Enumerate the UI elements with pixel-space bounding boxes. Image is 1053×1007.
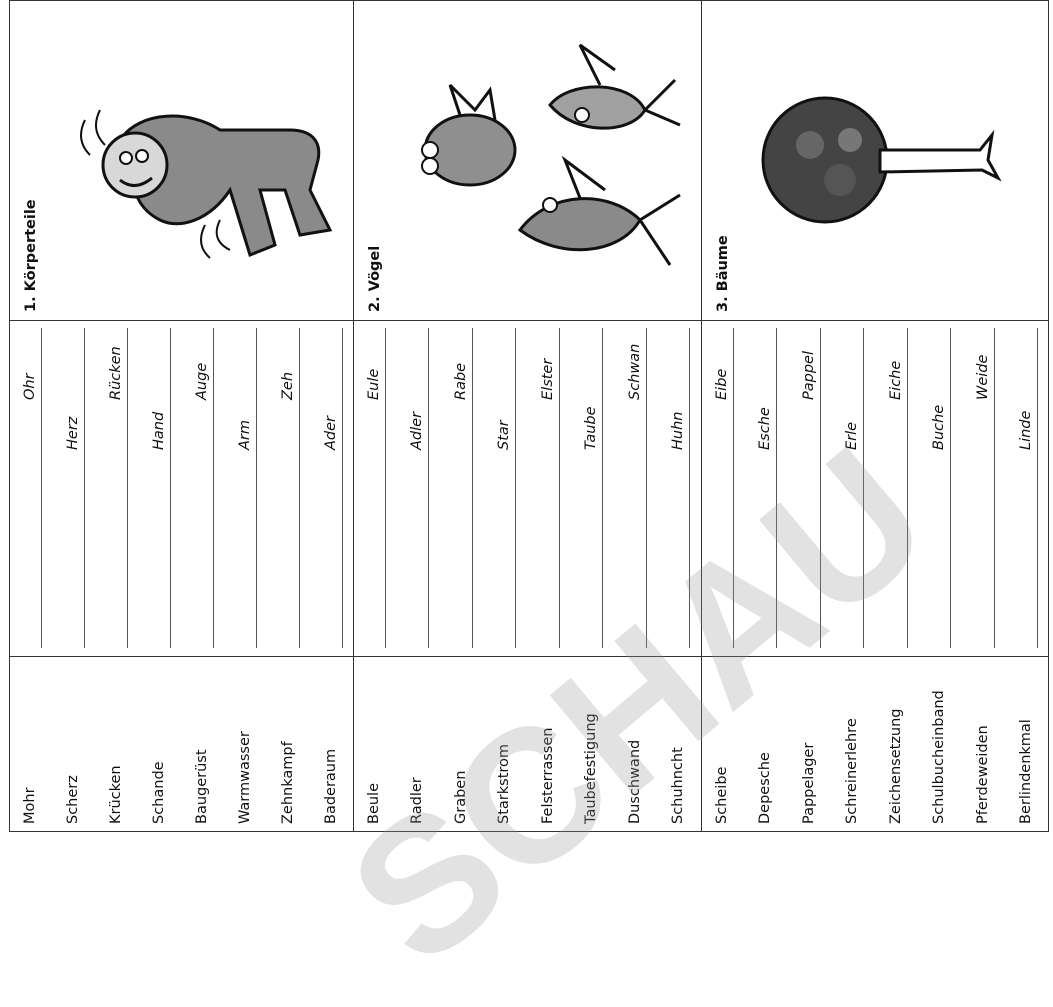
answer-item: Arm [236, 419, 253, 450]
answer-line [732, 328, 734, 648]
word-item: Pappelager [800, 742, 817, 824]
word-item: Mohr [21, 787, 38, 824]
answer-item: Weide [974, 354, 991, 400]
word-item: Duschwand [626, 739, 643, 824]
answer-line [126, 328, 128, 648]
answer-line [428, 328, 430, 648]
word-item: Starkstrom [496, 743, 513, 824]
answer-line [819, 328, 821, 648]
answer-line [471, 328, 473, 648]
band-divider [353, 0, 354, 832]
word-item: Depesche [757, 752, 774, 824]
answer-item: Hand [150, 411, 167, 450]
answer-item: Ohr [21, 373, 38, 400]
answer-item: Adler [409, 411, 426, 450]
answer-line [689, 328, 691, 648]
worksheet [9, 0, 1049, 832]
band-divider [701, 0, 702, 832]
answer-line [40, 328, 42, 648]
answer-line [906, 328, 908, 648]
answer-line [169, 328, 171, 648]
answer-item: Linde [1018, 410, 1035, 450]
cartoon-birds-icon [421, 43, 681, 266]
word-item: Schande [150, 761, 167, 824]
word-item: Zeichensetzung [887, 708, 904, 824]
word-item: Schuhncht [670, 747, 687, 824]
answer-line [558, 328, 560, 648]
answer-item: Rücken [107, 346, 124, 400]
word-item: Radler [409, 777, 426, 824]
section-title: 2. Vögel [367, 245, 383, 312]
answer-line [83, 328, 85, 648]
answer-item: Herz [64, 416, 81, 450]
answer-line [298, 328, 300, 648]
answer-line [212, 328, 214, 648]
tree-icon [761, 96, 1002, 224]
cartoon-person-icon [80, 109, 333, 259]
answer-item: Rabe [452, 362, 469, 400]
answer-line [950, 328, 952, 648]
row-divider [9, 320, 1049, 321]
answer-item: Buche [931, 404, 948, 450]
word-item: Zehnkampf [279, 741, 296, 824]
section-divider [9, 0, 1049, 1]
answer-line [645, 328, 647, 648]
answer-item: Zeh [279, 371, 296, 400]
word-item: Graben [452, 770, 469, 824]
word-item: Taubefestigung [583, 713, 600, 824]
answer-line [863, 328, 865, 648]
word-item: Pferdeweiden [974, 725, 991, 824]
answer-item: Eule [365, 368, 382, 400]
answer-line [1037, 328, 1039, 648]
answer-item: Ader [322, 415, 339, 450]
word-item: Scheibe [713, 766, 730, 824]
word-item: Krücken [107, 765, 124, 824]
answer-item: Erle [844, 421, 861, 450]
row-divider [9, 656, 1049, 657]
answer-item: Huhn [670, 411, 687, 450]
answer-item: Eiche [887, 360, 904, 400]
answer-item: Schwan [626, 343, 643, 400]
section-title: 1. Körperteile [23, 199, 39, 312]
answer-line [602, 328, 604, 648]
word-item: Schulbucheinband [931, 690, 948, 824]
word-item: Baderaum [322, 748, 339, 824]
answer-line [341, 328, 343, 648]
word-item: Schreinerlehre [844, 718, 861, 824]
answer-item: Pappel [800, 351, 817, 400]
answer-line [515, 328, 517, 648]
word-item: Baugerüst [193, 749, 210, 824]
word-item: Berlindenkmal [1018, 719, 1035, 824]
answer-line [255, 328, 257, 648]
answer-item: Esche [757, 407, 774, 450]
answer-line [993, 328, 995, 648]
answer-item: Eibe [713, 368, 730, 400]
word-item: Beule [365, 782, 382, 824]
answer-item: Star [496, 420, 513, 450]
word-item: Scherz [64, 775, 81, 824]
word-item: Felsterrassen [539, 727, 556, 824]
answer-item: Elster [539, 358, 556, 400]
answer-item: Auge [193, 362, 210, 400]
answer-line [384, 328, 386, 648]
section-title: 3. Bäume [715, 235, 731, 312]
answer-line [776, 328, 778, 648]
word-item: Warmwasser [236, 731, 253, 824]
answer-item: Taube [583, 406, 600, 450]
